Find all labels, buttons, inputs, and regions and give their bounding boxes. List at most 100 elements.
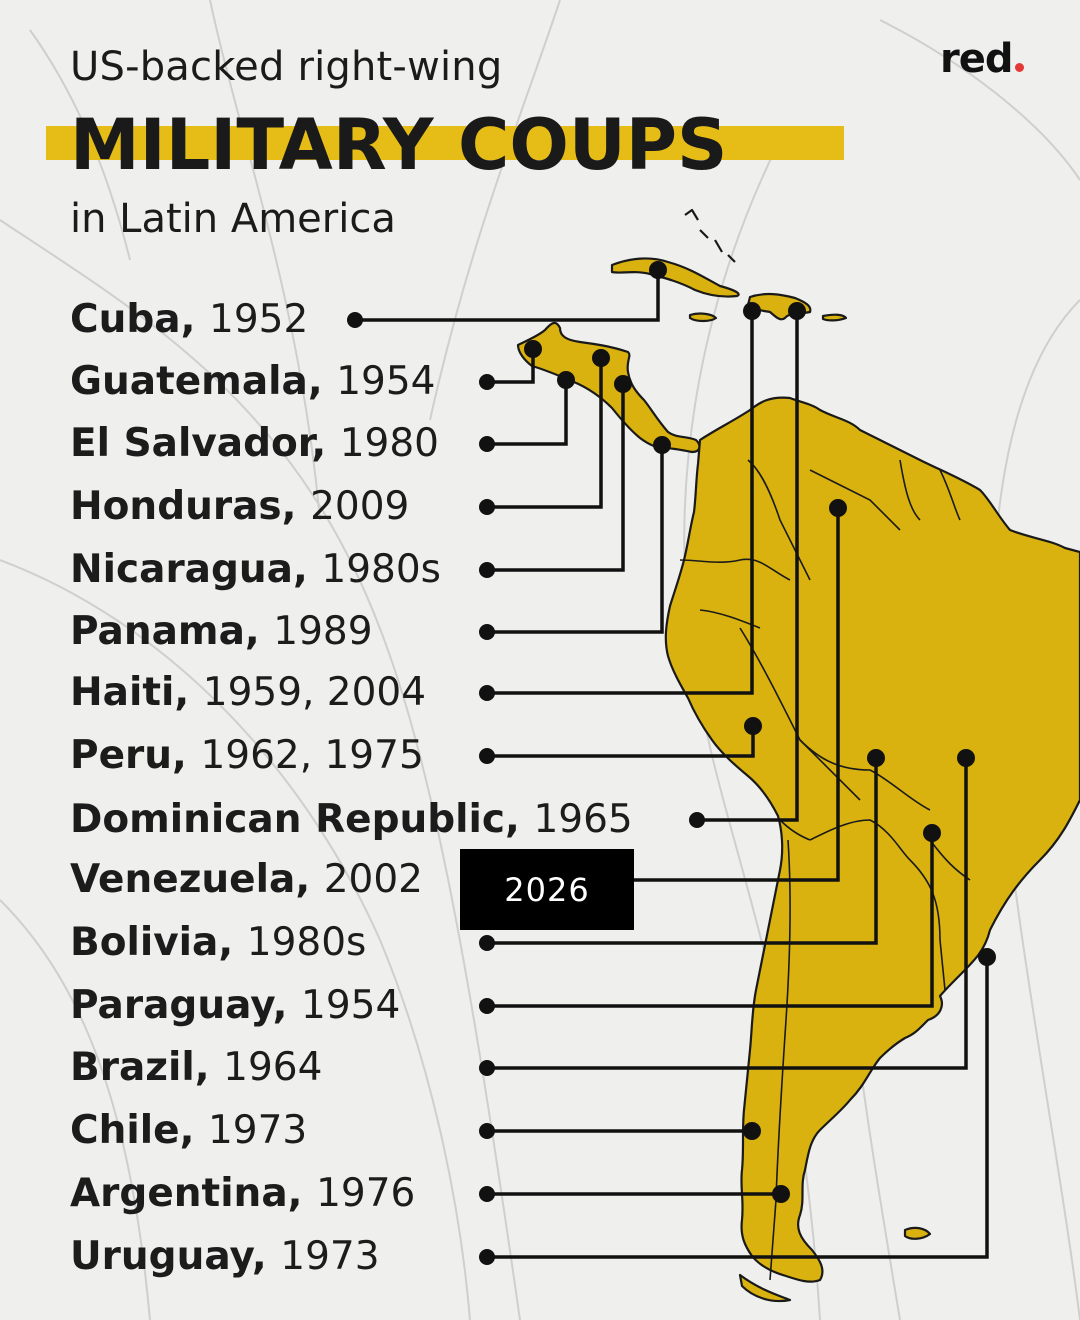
logo-text: red bbox=[940, 36, 1013, 82]
coup-years: 2009 bbox=[310, 484, 410, 529]
location-dot-icon bbox=[744, 717, 762, 735]
location-dot-icon bbox=[614, 375, 632, 393]
coup-years: 1989 bbox=[273, 609, 373, 654]
leader-line-argentina bbox=[479, 1185, 790, 1203]
list-item-paraguay: Paraguay, 1954 bbox=[70, 983, 401, 1028]
leader-line-haiti bbox=[479, 302, 761, 701]
start-dot-icon bbox=[479, 685, 495, 701]
coup-years: 1959, 2004 bbox=[202, 670, 427, 715]
coup-years: 1973 bbox=[207, 1108, 308, 1153]
coup-years: 1976 bbox=[316, 1171, 416, 1216]
leader-line-panama bbox=[479, 436, 671, 640]
list-item-el-salvador: El Salvador, 1980 bbox=[70, 421, 439, 466]
leader-line-honduras bbox=[479, 349, 610, 515]
leader-line-nicaragua bbox=[479, 375, 632, 578]
coup-years: 1980s bbox=[246, 920, 367, 965]
start-dot-icon bbox=[689, 812, 705, 828]
country-name: Nicaragua bbox=[70, 547, 293, 592]
leader-line-venezuela bbox=[634, 499, 847, 882]
start-dot-icon bbox=[479, 1123, 495, 1139]
location-dot-icon bbox=[829, 499, 847, 517]
country-name: Dominican Republic bbox=[70, 797, 506, 842]
subtitle-bottom: in Latin America bbox=[70, 196, 396, 242]
list-item-haiti: Haiti, 1959, 2004 bbox=[70, 670, 427, 715]
location-dot-icon bbox=[592, 349, 610, 367]
subtitle-top: US-backed right-wing bbox=[70, 44, 503, 90]
country-name: Honduras bbox=[70, 484, 282, 529]
country-name: Uruguay bbox=[70, 1234, 252, 1279]
list-item-argentina: Argentina, 1976 bbox=[70, 1171, 416, 1216]
start-dot-icon bbox=[479, 748, 495, 764]
country-name: Paraguay bbox=[70, 983, 273, 1028]
list-item-chile: Chile, 1973 bbox=[70, 1108, 308, 1153]
country-name: Peru bbox=[70, 733, 173, 778]
location-dot-icon bbox=[653, 436, 671, 454]
leader-line-dominican-republic bbox=[689, 302, 806, 828]
country-name: Bolivia bbox=[70, 920, 219, 965]
page-title: MILITARY COUPS bbox=[70, 104, 728, 186]
country-name: Cuba bbox=[70, 297, 181, 342]
list-item-guatemala: Guatemala, 1954 bbox=[70, 359, 436, 404]
start-dot-icon bbox=[479, 998, 495, 1014]
list-item-peru: Peru, 1962, 1975 bbox=[70, 733, 424, 778]
location-dot-icon bbox=[649, 261, 667, 279]
central-america-shape bbox=[516, 321, 701, 454]
country-name: Panama bbox=[70, 609, 245, 654]
list-item-honduras: Honduras, 2009 bbox=[70, 484, 410, 529]
start-dot-icon bbox=[479, 624, 495, 640]
logo-dot-icon bbox=[1014, 63, 1024, 72]
start-dot-icon bbox=[479, 562, 495, 578]
location-dot-icon bbox=[743, 302, 761, 320]
coup-years: 1965 bbox=[533, 797, 633, 842]
location-dot-icon bbox=[788, 302, 806, 320]
start-dot-icon bbox=[479, 1186, 495, 1202]
start-dot-icon bbox=[479, 1060, 495, 1076]
country-name: Haiti bbox=[70, 670, 175, 715]
location-dot-icon bbox=[557, 371, 575, 389]
coup-years: 1954 bbox=[301, 983, 401, 1028]
country-name: Argentina bbox=[70, 1171, 288, 1216]
location-dot-icon bbox=[978, 948, 996, 966]
location-dot-icon bbox=[923, 824, 941, 842]
leader-line-peru bbox=[479, 717, 762, 764]
list-item-venezuela: Venezuela, 2002 bbox=[70, 857, 423, 902]
location-dot-icon bbox=[524, 340, 542, 358]
coup-years: 2002 bbox=[323, 857, 423, 902]
list-item-dominican-republic: Dominican Republic, 1965 bbox=[70, 797, 633, 842]
leader-line-el-salvador bbox=[479, 371, 575, 452]
leader-line-guatemala bbox=[479, 340, 542, 390]
location-dot-icon bbox=[957, 749, 975, 767]
country-name: Brazil bbox=[70, 1045, 195, 1090]
leader-line-paraguay bbox=[479, 824, 941, 1014]
location-dot-icon bbox=[772, 1185, 790, 1203]
leader-line-chile bbox=[479, 1122, 761, 1140]
start-dot-icon bbox=[347, 312, 363, 328]
coup-years: 1962, 1975 bbox=[200, 733, 424, 778]
leader-line-uruguay bbox=[479, 948, 996, 1265]
leader-line-brazil bbox=[479, 749, 975, 1076]
list-item-cuba: Cuba, 1952 bbox=[70, 297, 309, 342]
location-dot-icon bbox=[867, 749, 885, 767]
list-item-brazil: Brazil, 1964 bbox=[70, 1045, 323, 1090]
country-name: Chile bbox=[70, 1108, 180, 1153]
leader-line-bolivia bbox=[479, 749, 885, 951]
country-name: Guatemala bbox=[70, 359, 308, 404]
start-dot-icon bbox=[479, 374, 495, 390]
coup-years: 1973 bbox=[280, 1234, 380, 1279]
list-item-panama: Panama, 1989 bbox=[70, 609, 373, 654]
coup-years: 1980s bbox=[321, 547, 441, 592]
year-2026-stamp: 2026 bbox=[460, 849, 634, 930]
brand-logo: red bbox=[940, 36, 1024, 82]
list-item-uruguay: Uruguay, 1973 bbox=[70, 1234, 380, 1279]
coup-years: 1952 bbox=[209, 297, 309, 342]
list-item-nicaragua: Nicaragua, 1980s bbox=[70, 547, 441, 592]
coup-years: 1964 bbox=[223, 1045, 323, 1090]
list-item-bolivia: Bolivia, 1980s bbox=[70, 920, 367, 965]
coup-years: 1980 bbox=[339, 421, 439, 466]
country-name: Venezuela bbox=[70, 857, 296, 902]
start-dot-icon bbox=[479, 1249, 495, 1265]
leader-line-cuba bbox=[347, 261, 667, 328]
country-name: El Salvador bbox=[70, 421, 312, 466]
